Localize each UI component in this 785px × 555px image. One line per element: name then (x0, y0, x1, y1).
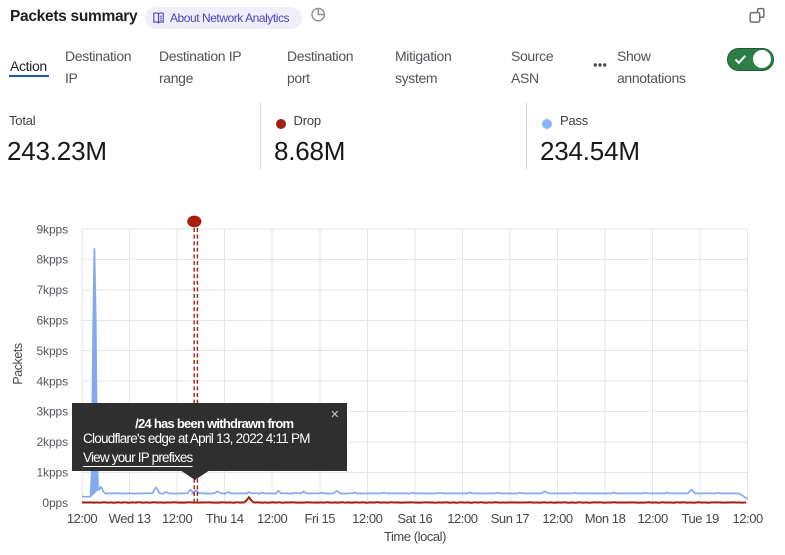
svg-text:12:00: 12:00 (447, 511, 478, 526)
svg-text:12:00: 12:00 (542, 511, 573, 526)
svg-text:12:00: 12:00 (637, 511, 668, 526)
svg-text:12:00: 12:00 (257, 511, 288, 526)
svg-text:Fri 15: Fri 15 (304, 511, 335, 526)
svg-text:6kpps: 6kpps (36, 314, 68, 328)
svg-text:5kpps: 5kpps (36, 344, 68, 358)
svg-text:Tue 19: Tue 19 (682, 511, 720, 526)
svg-text:Thu 14: Thu 14 (206, 511, 244, 526)
svg-text:8kpps: 8kpps (36, 253, 68, 267)
svg-text:12:00: 12:00 (67, 511, 98, 526)
svg-text:7kpps: 7kpps (36, 283, 68, 297)
svg-text:1kpps: 1kpps (36, 466, 68, 480)
svg-text:0pps: 0pps (42, 496, 68, 510)
svg-text:3kpps: 3kpps (36, 405, 68, 419)
svg-text:Sun 17: Sun 17 (491, 511, 530, 526)
svg-text:Wed 13: Wed 13 (109, 511, 151, 526)
svg-text:Mon 18: Mon 18 (585, 511, 626, 526)
svg-text:Packets: Packets (11, 343, 25, 385)
svg-text:Sat 16: Sat 16 (397, 511, 432, 526)
svg-text:4kpps: 4kpps (36, 374, 68, 388)
svg-text:12:00: 12:00 (162, 511, 193, 526)
svg-text:Time (local): Time (local) (384, 529, 446, 544)
svg-text:2kpps: 2kpps (36, 435, 68, 449)
svg-text:12:00: 12:00 (352, 511, 383, 526)
svg-text:12:00: 12:00 (733, 511, 764, 526)
svg-text:9kpps: 9kpps (36, 222, 68, 236)
